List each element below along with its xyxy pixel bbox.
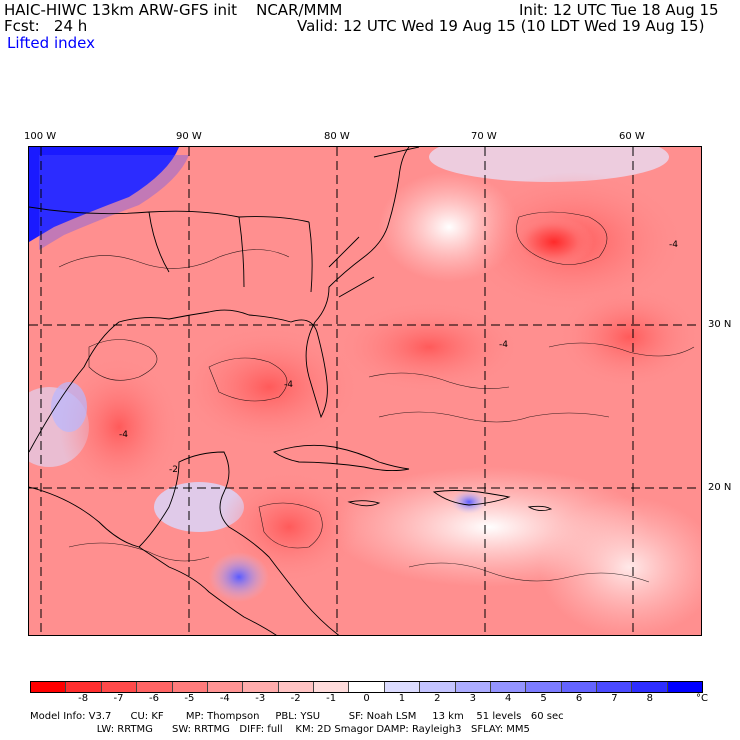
color-scale-unit: °C: [696, 693, 708, 704]
color-scale-tick-label: 5: [540, 693, 547, 704]
field-name: Lifted index: [7, 34, 95, 52]
pale-blue-north: [429, 147, 669, 182]
contour-lines: [58, 211, 695, 583]
stable-zone-baja: [51, 382, 87, 432]
latlon-grid: [29, 147, 701, 635]
unstable-zone-west-caribbean: [219, 472, 359, 582]
color-scale-tick-label: 2: [434, 693, 441, 704]
color-scale-swatch: [243, 682, 279, 692]
coastlines: [29, 147, 553, 635]
model-title: HAIC-HIWC 13km ARW-GFS init NCAR/MMM: [4, 1, 343, 19]
color-scale-tick-label: 8: [646, 693, 654, 704]
color-scale-tick-label: -2: [290, 693, 301, 704]
color-scale-tick-label: 6: [575, 693, 583, 704]
color-scale-tick-label: -5: [184, 693, 195, 704]
color-scale-swatch: [66, 682, 102, 692]
lon-label-60w: 60 W: [619, 131, 645, 142]
lon-label-100w: 100 W: [24, 131, 57, 142]
color-scale-tick-label: 0: [363, 693, 370, 704]
lon-label-70w: 70 W: [471, 131, 497, 142]
color-scale-swatch: [632, 682, 668, 692]
lon-label-90w: 90 W: [176, 131, 202, 142]
stable-zone-northwest-edge: [39, 155, 189, 250]
color-scale-swatch: [349, 682, 385, 692]
color-scale-swatch: [561, 682, 597, 692]
stable-zone-central-america: [209, 552, 269, 602]
contour-label: -4: [284, 380, 293, 390]
unstable-zone-mexico: [59, 357, 179, 497]
color-scale-swatch: [490, 682, 527, 692]
init-time: Init: 12 UTC Tue 18 Aug 15: [519, 1, 719, 19]
pale-zone-east: [539, 497, 701, 635]
lat-label-20n: 20 N: [708, 482, 732, 493]
contour-label: -4: [669, 240, 678, 250]
color-scale-tick-label: 4: [504, 693, 512, 704]
color-scale-tick-label: 3: [469, 693, 476, 704]
color-scale-swatch: [172, 682, 208, 692]
map-canvas: -4 -4 -4 -2 -4: [29, 147, 701, 635]
valid-time: Valid: 12 UTC Wed 19 Aug 15 (10 LDT Wed …: [297, 17, 705, 35]
color-scale-ticks: -8 -7 -6 -5 -4 -3 -2 -1 0 1 2 3 4 5 6 7 8: [30, 693, 703, 707]
color-scale-tick-label: 1: [398, 693, 406, 704]
unstable-zone-gulf: [179, 327, 359, 447]
color-scale-swatch: [526, 682, 562, 692]
stable-zone-hispaniola: [451, 490, 487, 514]
color-scale-swatch: [597, 682, 633, 692]
model-info-line-1: Model Info: V3.7 CU: KF MP: Thompson PBL…: [30, 711, 564, 722]
contour-label: -2: [169, 465, 178, 475]
color-scale-swatch: [420, 682, 456, 692]
forecast-hour: Fcst: 24 h: [4, 17, 88, 35]
model-info-line-2: LW: RRTMG SW: RRTMG DIFF: full KM: 2D Sm…: [30, 724, 530, 735]
color-scale-tick-label: 7: [611, 693, 618, 704]
color-scale-swatch: [278, 682, 314, 692]
lifted-index-map: -4 -4 -4 -2 -4: [28, 146, 702, 636]
lon-label-80w: 80 W: [324, 131, 350, 142]
color-scale-swatch: [667, 682, 703, 692]
stable-zone-northwest: [29, 147, 179, 242]
color-scale-tick-label: -3: [255, 693, 266, 704]
color-scale-tick-label: -7: [113, 693, 124, 704]
color-scale-swatch: [314, 682, 350, 692]
color-scale-swatch: [31, 682, 67, 692]
color-scale-swatch: [207, 682, 244, 692]
color-scale-swatch: [455, 682, 491, 692]
color-scale-swatch: [384, 682, 421, 692]
contour-label: -4: [119, 430, 128, 440]
color-scale-bar: [30, 681, 703, 693]
unstable-zone-bahamas: [339, 302, 519, 392]
color-scale-tick-label: -8: [78, 693, 89, 704]
color-scale-swatch: [101, 682, 138, 692]
lat-label-30n: 30 N: [708, 319, 732, 330]
color-scale-tick-label: -1: [326, 693, 337, 704]
color-scale-tick-label: -6: [148, 693, 159, 704]
unstable-zone-east-atlantic: [559, 287, 699, 387]
unstable-core-atlantic: [514, 217, 594, 267]
contour-label: -4: [499, 340, 508, 350]
color-scale-tick-label: -4: [219, 693, 230, 704]
color-scale-swatch: [137, 682, 173, 692]
